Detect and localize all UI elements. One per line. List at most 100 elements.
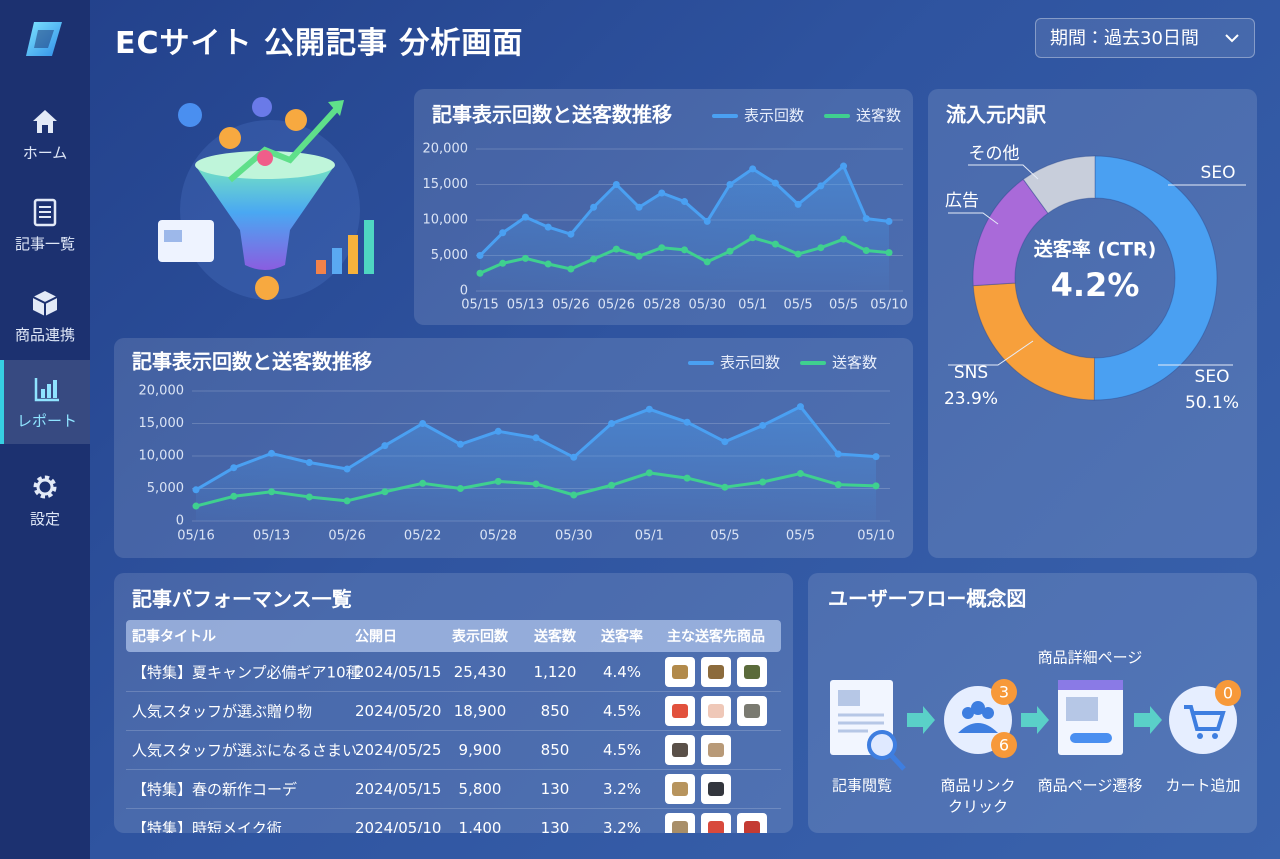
product-thumb <box>665 735 695 765</box>
segment-value: 23.9% <box>944 389 998 409</box>
click-icon <box>971 701 985 715</box>
segment-label: その他 <box>969 144 1020 164</box>
point <box>872 453 880 461</box>
row-divider <box>126 730 781 731</box>
x-tick-label: 05/1 <box>635 529 664 544</box>
y-tick-label: 15,000 <box>139 416 185 431</box>
point <box>343 497 351 505</box>
point <box>192 486 200 494</box>
point <box>612 245 620 253</box>
badge <box>991 679 1017 705</box>
x-tick-label: 05/16 <box>177 529 214 544</box>
flow-diagram: ユーザーフロー概念図 3 6 0 商品詳細ページ <box>828 587 1241 816</box>
table-cell: 130 <box>540 780 570 798</box>
point <box>635 203 643 211</box>
y-tick-label: 10,000 <box>139 449 185 464</box>
point <box>268 449 276 457</box>
table-cell: 850 <box>540 741 570 759</box>
column-header: 公開日 <box>355 629 397 645</box>
product-shape <box>744 821 760 833</box>
step-label: 記事閲覧 <box>832 777 892 795</box>
point <box>862 247 870 255</box>
nav-label: レポート <box>16 412 77 430</box>
table-cell: 3.2% <box>602 819 642 833</box>
point <box>645 469 653 477</box>
point <box>230 464 238 472</box>
point <box>885 217 893 225</box>
period-select[interactable]: 期間：過去30日間 <box>1035 18 1255 58</box>
chart-panel-small: 記事表示回数と送客数推移 0 5,000 10,000 15,000 20,000 05/1… <box>414 89 913 325</box>
arrow <box>1134 706 1162 734</box>
badge <box>991 732 1017 758</box>
table-cell: 130 <box>540 819 570 833</box>
point <box>192 502 200 510</box>
point <box>681 198 688 206</box>
point <box>494 477 502 485</box>
line-chart: 記事表示回数と送客数推移 0 5,000 10,000 15,000 20,000 05/1… <box>423 103 908 313</box>
step-label: カート追加 <box>1165 777 1240 795</box>
point <box>608 481 616 489</box>
page-icon <box>1058 680 1123 690</box>
flow-panel: ユーザーフロー概念図 3 6 0 商品詳細ページ <box>808 573 1257 833</box>
point <box>817 244 825 252</box>
point <box>645 405 653 413</box>
cart-icon <box>1212 733 1218 739</box>
doc-icon <box>838 690 860 706</box>
product-thumb <box>665 657 695 687</box>
nav-report[interactable]: レポート <box>0 360 90 444</box>
point <box>840 235 848 243</box>
column-header: 送客数 <box>534 629 576 645</box>
table-cell: 【特集】春の新作コーデ <box>132 780 298 799</box>
table-cell: 人気スタッフが選ぶ贈り物 <box>132 702 313 721</box>
x-tick-label: 05/26 <box>598 298 635 313</box>
point <box>749 234 757 242</box>
table-cell: 2024/05/25 <box>355 741 442 759</box>
x-tick-label: 05/5 <box>710 529 739 544</box>
sidebar: ホーム 記事一覧 商品連携 レポート 設定 <box>0 0 90 859</box>
line-chart: 記事表示回数と送客数推移 0 5,000 10,000 15,000 20,000 05/1… <box>132 350 895 544</box>
nav-settings[interactable]: 設定 <box>0 458 90 542</box>
table-title: 記事パフォーマンス一覧 <box>132 587 352 611</box>
magnifier <box>889 753 906 771</box>
table-cell: 1,120 <box>533 663 577 681</box>
point <box>658 189 666 197</box>
point <box>796 403 804 411</box>
point <box>794 250 802 258</box>
column-header: 記事タイトル <box>132 629 216 645</box>
point <box>343 465 351 473</box>
point <box>494 427 502 435</box>
table-cell: 3.2% <box>602 780 642 798</box>
nav-articles[interactable]: 記事一覧 <box>0 183 90 267</box>
product-thumb <box>701 813 731 833</box>
table-cell: 2024/05/10 <box>355 819 442 833</box>
point <box>721 483 729 491</box>
point <box>532 480 540 488</box>
point <box>703 217 711 225</box>
x-tick-label: 05/30 <box>555 529 592 544</box>
table-cell: 人気スタッフが選ぶになるさまい <box>132 741 358 760</box>
product-thumb <box>665 696 695 726</box>
point <box>544 260 552 268</box>
center-value: 4.2% <box>1051 266 1140 304</box>
nav-products[interactable]: 商品連携 <box>0 274 90 358</box>
product-shape <box>672 821 688 833</box>
point <box>683 474 691 482</box>
legend-label: 表示回数 <box>720 354 780 372</box>
segment-value: 50.1% <box>1185 393 1239 413</box>
nav-home[interactable]: ホーム <box>0 92 90 176</box>
y-tick-label: 20,000 <box>139 384 185 399</box>
product-shape <box>672 704 688 718</box>
icon <box>34 378 59 402</box>
table-cell: 2024/05/15 <box>355 780 442 798</box>
point <box>532 434 540 442</box>
point <box>544 223 552 231</box>
table-cell: 18,900 <box>453 702 507 720</box>
y-tick-label: 5,000 <box>147 481 184 496</box>
point <box>703 258 711 266</box>
point <box>817 182 825 190</box>
point <box>771 240 779 248</box>
point <box>521 213 529 221</box>
step-label: 商品ページ遷移 <box>1038 777 1143 795</box>
point <box>759 478 767 486</box>
